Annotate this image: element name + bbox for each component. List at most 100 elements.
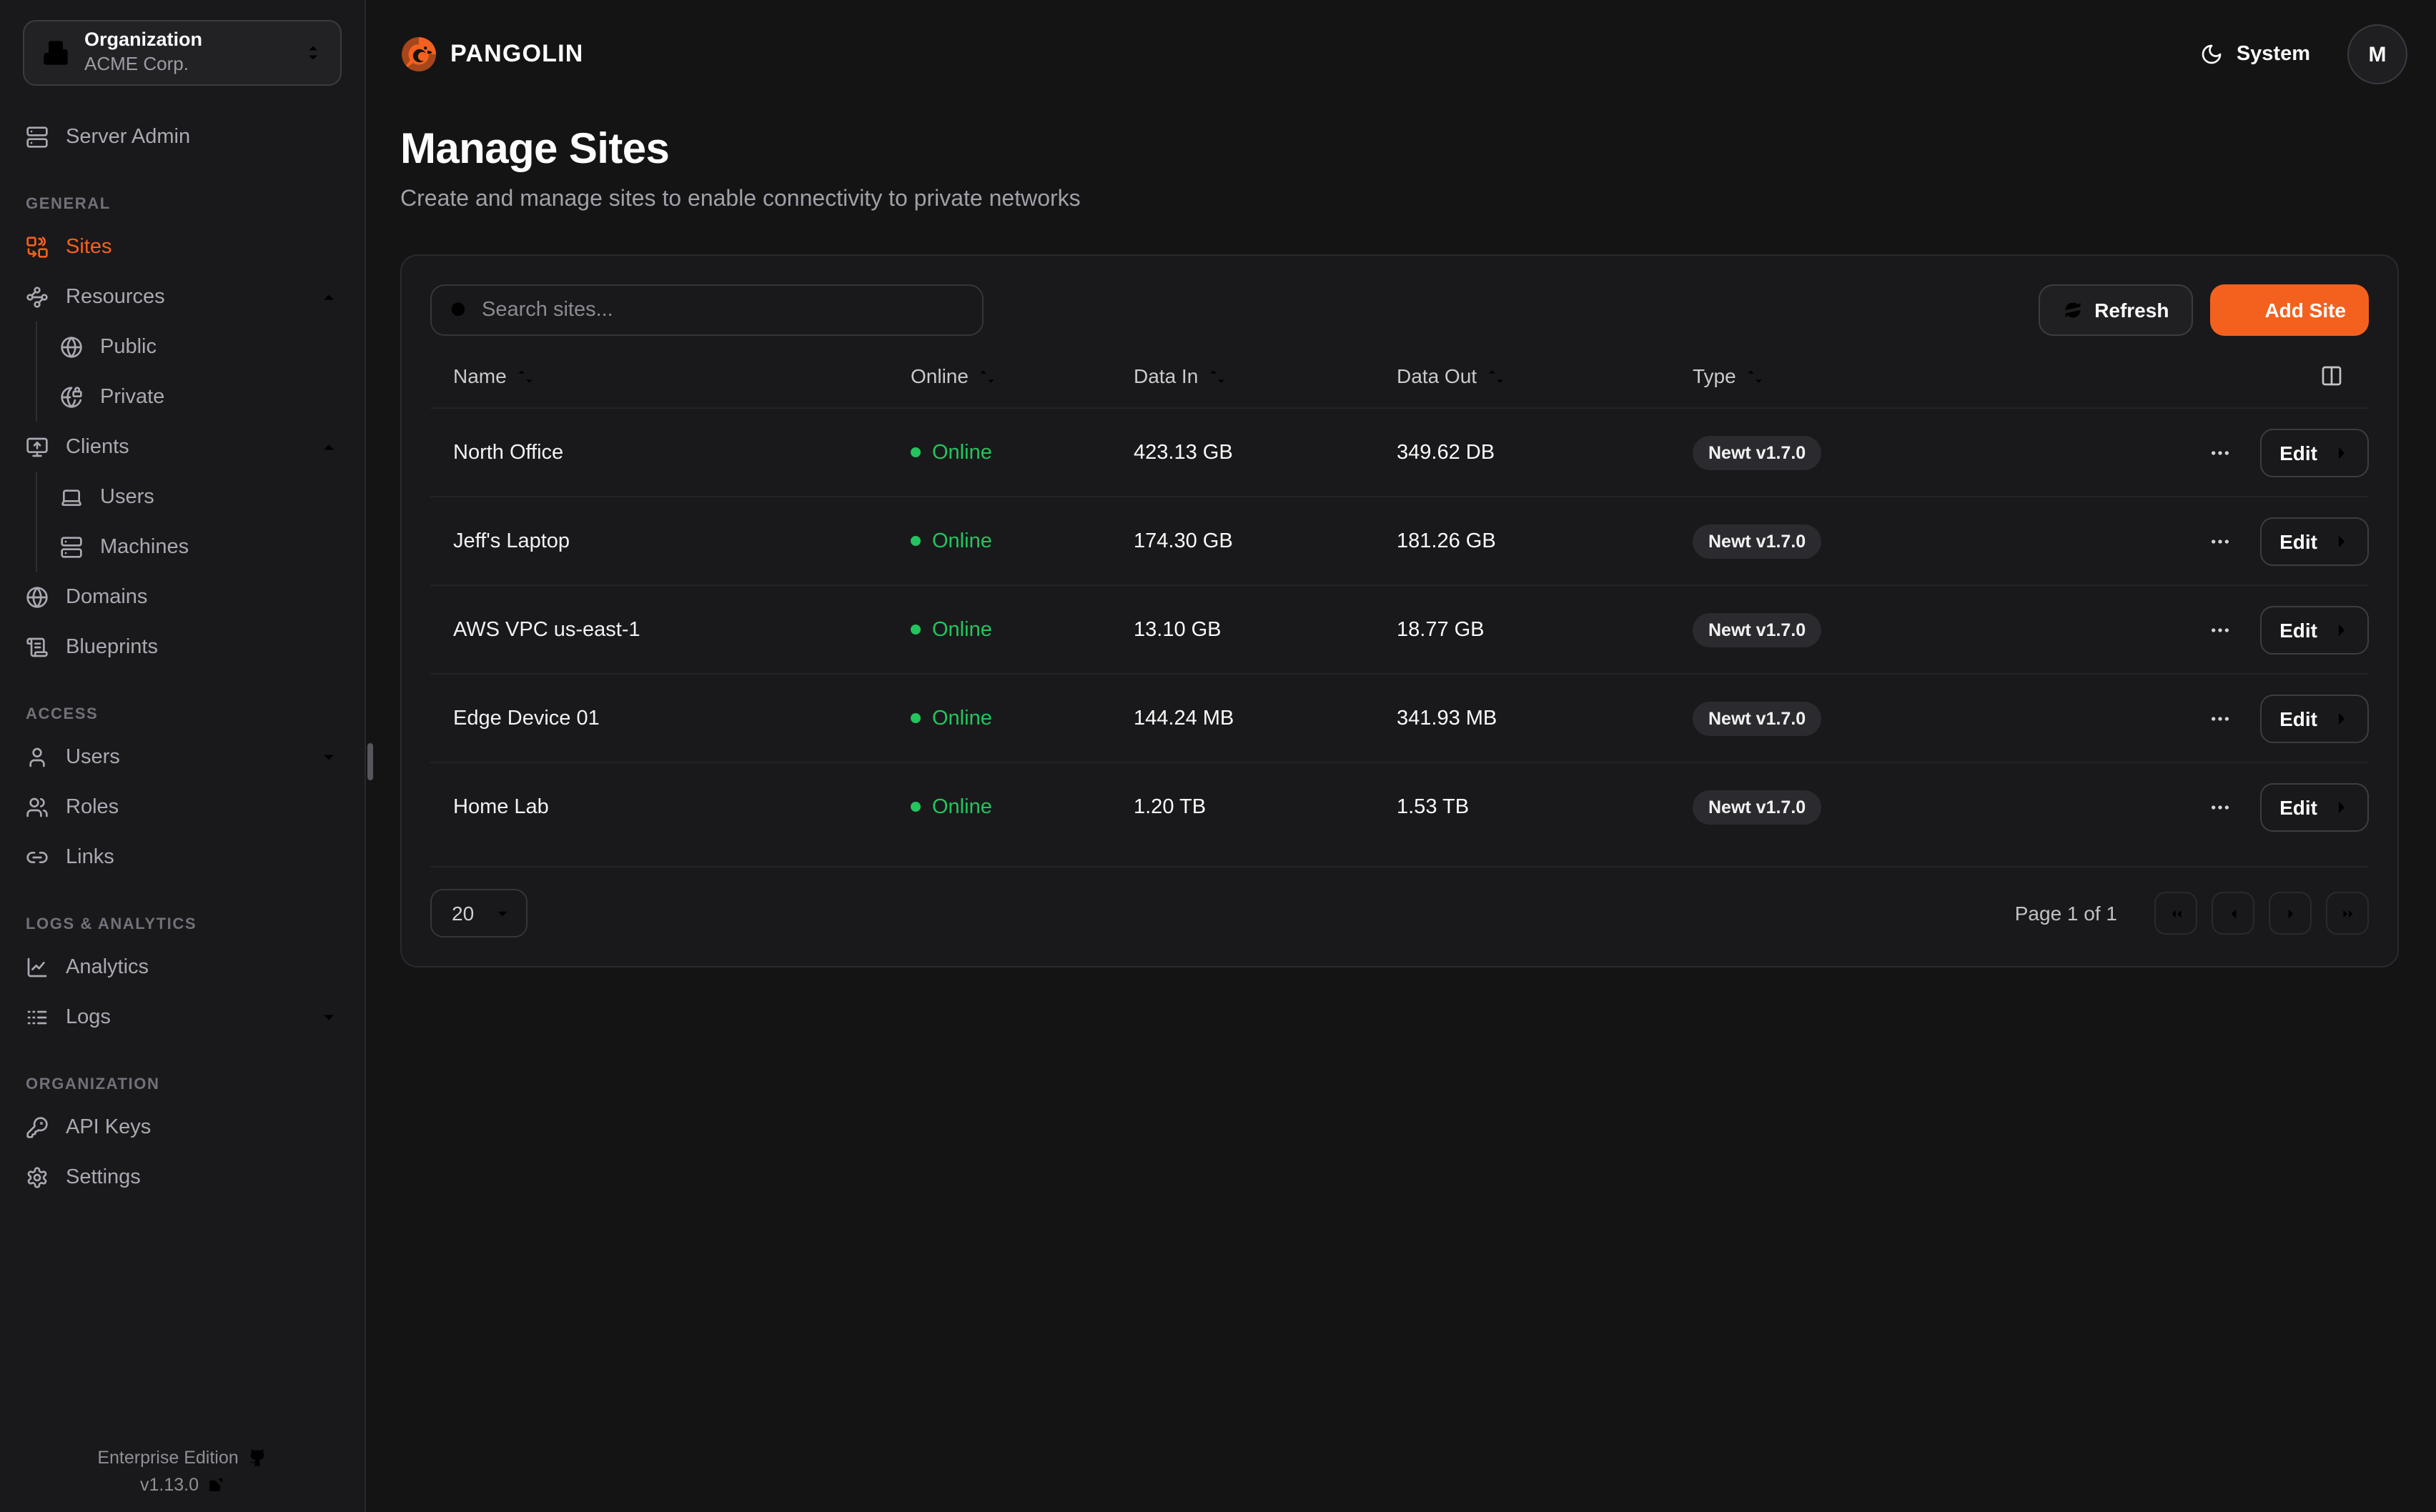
sidebar-item-server-admin[interactable]: Server Admin <box>23 111 342 161</box>
sidebar-item-links[interactable]: Links <box>23 832 342 882</box>
globe-icon <box>26 585 49 608</box>
version-row[interactable]: v1.13.0 <box>140 1475 224 1495</box>
edition-row[interactable]: Enterprise Edition <box>97 1448 267 1468</box>
sort-arrows-icon <box>979 367 997 385</box>
sidebar-item-client-users[interactable]: Users <box>57 472 342 522</box>
sidebar-item-api-keys[interactable]: API Keys <box>23 1102 342 1152</box>
section-label-access: ACCESS <box>26 706 99 723</box>
sidebar-item-analytics[interactable]: Analytics <box>23 942 342 992</box>
github-icon[interactable] <box>247 1448 267 1468</box>
sidebar-item-domains[interactable]: Domains <box>23 572 342 622</box>
search-input[interactable] <box>482 299 965 322</box>
combine-sites-icon <box>26 235 49 258</box>
refresh-button[interactable]: Refresh <box>2039 284 2194 336</box>
site-name-cell: North Office <box>453 441 564 464</box>
prev-page-button[interactable] <box>2212 892 2254 935</box>
column-header-data-in[interactable]: Data In <box>1111 364 1374 387</box>
sidebar-item-label: Sites <box>66 235 112 258</box>
chevron-up-icon <box>319 287 339 307</box>
sidebar-item-settings[interactable]: Settings <box>23 1152 342 1202</box>
table-row: Jeff's Laptop Online 174.30 GB 181.26 GB… <box>430 496 2369 585</box>
type-badge: Newt v1.7.0 <box>1693 790 1822 824</box>
sidebar-item-resources[interactable]: Resources <box>23 272 342 322</box>
sidebar-item-blueprints[interactable]: Blueprints <box>23 622 342 672</box>
column-header-name[interactable]: Name <box>430 364 888 387</box>
row-menu-button[interactable] <box>2202 612 2237 647</box>
next-page-button[interactable] <box>2269 892 2312 935</box>
site-name-cell: AWS VPC us-east-1 <box>453 618 640 641</box>
column-label: Type <box>1693 364 1736 387</box>
waypoints-icon <box>26 285 49 308</box>
pager-right: Page 1 of 1 <box>2015 892 2369 935</box>
column-header-online[interactable]: Online <box>888 364 1111 387</box>
row-menu-button[interactable] <box>2202 524 2237 558</box>
last-page-button[interactable] <box>2326 892 2369 935</box>
row-menu-button[interactable] <box>2202 701 2237 735</box>
search-icon <box>449 300 469 320</box>
add-site-button[interactable]: Add Site <box>2210 284 2369 336</box>
sort-arrows-icon <box>1208 367 1227 385</box>
building-icon <box>41 39 70 67</box>
sidebar-item-public[interactable]: Public <box>57 322 342 372</box>
edit-button[interactable]: Edit <box>2259 605 2369 654</box>
column-label: Name <box>453 364 507 387</box>
brand-name: PANGOLIN <box>450 40 584 67</box>
sidebar-item-logs[interactable]: Logs <box>23 992 342 1042</box>
brand[interactable]: PANGOLIN <box>400 36 584 73</box>
arrow-right-icon <box>2329 708 2349 728</box>
theme-toggle[interactable]: System <box>2201 43 2310 66</box>
avatar[interactable]: M <box>2347 24 2407 84</box>
edit-button[interactable]: Edit <box>2259 517 2369 565</box>
data-out-cell: 181.26 GB <box>1397 529 1496 552</box>
type-cell: Newt v1.7.0 <box>1670 701 2013 735</box>
online-status-label: Online <box>932 795 992 818</box>
site-name-cell: Home Lab <box>453 795 549 818</box>
row-menu-button[interactable] <box>2202 790 2237 824</box>
site-name-cell: Jeff's Laptop <box>453 529 570 552</box>
main-area: PANGOLIN System M Manage Sites Create an… <box>366 0 2436 1512</box>
type-badge: Newt v1.7.0 <box>1693 701 1822 735</box>
org-switcher[interactable]: Organization ACME Corp. <box>23 20 342 86</box>
sidebar-item-label: Logs <box>66 1005 111 1028</box>
sidebar-item-roles[interactable]: Roles <box>23 782 342 832</box>
sidebar-item-clients[interactable]: Clients <box>23 422 342 472</box>
row-actions: Edit <box>2013 517 2369 565</box>
table-row: Edge Device 01 Online 144.24 MB 341.93 M… <box>430 673 2369 762</box>
server-icon <box>60 535 83 558</box>
first-page-button[interactable] <box>2154 892 2197 935</box>
add-site-label: Add Site <box>2264 299 2346 322</box>
row-menu-button[interactable] <box>2202 435 2237 469</box>
row-actions: Edit <box>2013 694 2369 742</box>
sidebar-item-users[interactable]: Users <box>23 732 342 782</box>
table-header: Name Online Data In Data Out Type <box>430 344 2369 407</box>
sidebar-item-label: Machines <box>100 535 189 558</box>
sidebar-scrollbar[interactable] <box>367 743 373 780</box>
globe-icon <box>60 335 83 358</box>
edit-button[interactable]: Edit <box>2259 694 2369 742</box>
chevron-down-icon <box>493 904 512 922</box>
online-status-label: Online <box>932 707 992 730</box>
avatar-initial: M <box>2368 42 2387 66</box>
column-header-type[interactable]: Type <box>1670 364 2013 387</box>
arrow-right-icon <box>2329 620 2349 640</box>
sidebar-footer: Enterprise Edition v1.13.0 <box>0 1448 365 1512</box>
org-switcher-label: Organization <box>84 29 203 51</box>
edit-button[interactable]: Edit <box>2259 428 2369 477</box>
data-in-cell: 13.10 GB <box>1134 618 1222 641</box>
sidebar-item-private[interactable]: Private <box>57 372 342 422</box>
sidebar-item-label: API Keys <box>66 1115 152 1138</box>
edit-label: Edit <box>2279 618 2317 641</box>
column-visibility-button[interactable] <box>2013 364 2369 387</box>
data-out-cell: 341.93 MB <box>1397 707 1497 730</box>
page-size-select[interactable]: 20 <box>430 889 528 937</box>
edition-label: Enterprise Edition <box>97 1448 239 1468</box>
sidebar-item-machines[interactable]: Machines <box>57 522 342 572</box>
sidebar-item-label: Public <box>100 335 157 358</box>
type-cell: Newt v1.7.0 <box>1670 524 2013 558</box>
edit-button[interactable]: Edit <box>2259 782 2369 831</box>
user-icon <box>26 745 49 768</box>
sidebar-item-sites[interactable]: Sites <box>23 222 342 272</box>
org-switcher-value: ACME Corp. <box>84 53 189 75</box>
column-header-data-out[interactable]: Data Out <box>1374 364 1670 387</box>
